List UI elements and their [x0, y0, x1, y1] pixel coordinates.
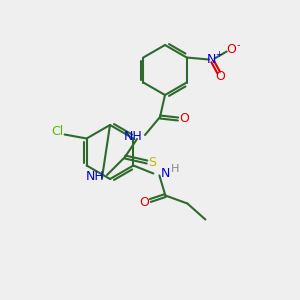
Text: S: S — [148, 155, 156, 169]
Text: N: N — [207, 53, 216, 66]
Text: H: H — [171, 164, 180, 173]
Text: O: O — [216, 70, 226, 83]
Text: O: O — [140, 196, 149, 209]
Text: -: - — [237, 40, 240, 50]
Text: N: N — [161, 167, 170, 180]
Text: O: O — [227, 43, 237, 56]
Text: O: O — [179, 112, 189, 125]
Text: NH: NH — [124, 130, 142, 143]
Text: Cl: Cl — [52, 125, 64, 138]
Text: NH: NH — [85, 170, 104, 184]
Text: +: + — [215, 50, 222, 59]
